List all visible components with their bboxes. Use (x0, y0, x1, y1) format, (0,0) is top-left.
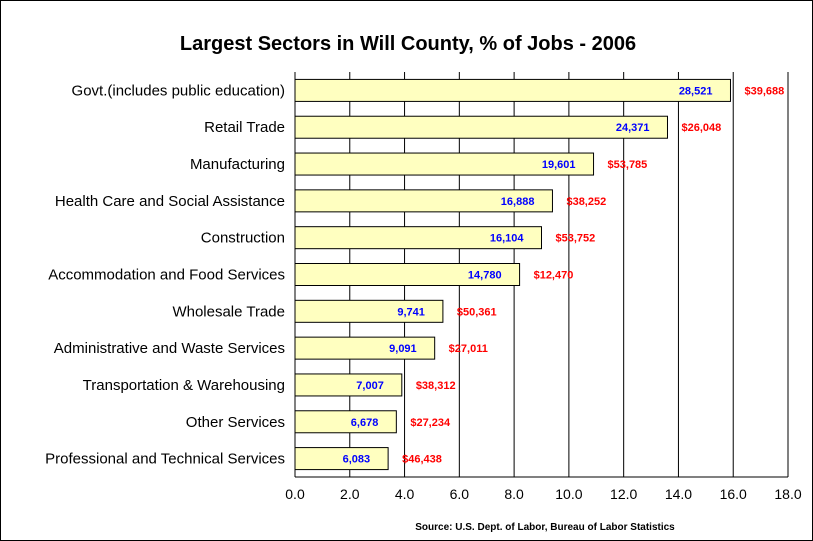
bar (294, 263, 521, 286)
x-tick-label: 0.0 (285, 486, 305, 502)
bar (294, 78, 731, 102)
wage-data-label: $50,361 (457, 306, 497, 318)
x-tick-label: 12.0 (610, 486, 637, 502)
category-label: Govt.(includes public education) (72, 82, 285, 99)
bar (294, 336, 436, 360)
category-label: Retail Trade (204, 119, 285, 136)
chart-source: Source: U.S. Dept. of Labor, Bureau of L… (415, 522, 675, 533)
jobs-data-label: 16,888 (501, 196, 535, 208)
category-label: Administrative and Waste Services (54, 340, 285, 357)
bar (294, 189, 553, 213)
x-tick-label: 2.0 (340, 486, 360, 502)
bar (294, 115, 668, 139)
wage-data-label: $38,252 (566, 196, 606, 208)
wage-data-label: $53,785 (608, 159, 648, 171)
chart-title: Largest Sectors in Will County, % of Job… (180, 33, 636, 55)
x-tick-label: 6.0 (450, 486, 470, 502)
wage-data-label: $12,470 (534, 270, 574, 282)
wage-data-label: $38,312 (416, 380, 456, 392)
x-tick-label: 10.0 (555, 486, 582, 502)
jobs-data-label: 24,371 (616, 122, 650, 134)
category-label: Professional and Technical Services (45, 451, 285, 468)
jobs-data-label: 7,007 (356, 380, 384, 392)
wage-data-label: $26,048 (681, 122, 721, 134)
category-label: Health Care and Social Assistance (55, 193, 285, 210)
x-tick-label: 14.0 (665, 486, 692, 502)
bar (294, 152, 595, 176)
bar (294, 299, 444, 323)
bar (294, 373, 403, 397)
bar (294, 226, 542, 250)
jobs-data-label: 6,083 (343, 454, 371, 466)
jobs-data-label: 9,091 (389, 343, 417, 355)
category-label: Other Services (186, 414, 285, 431)
wage-data-label: $39,688 (744, 85, 784, 97)
wage-data-label: $27,234 (410, 417, 451, 429)
jobs-data-label: 28,521 (679, 85, 713, 97)
x-tick-label: 16.0 (720, 486, 747, 502)
bar (294, 447, 389, 471)
x-tick-label: 4.0 (395, 486, 415, 502)
jobs-data-label: 6,678 (351, 417, 379, 429)
jobs-data-label: 19,601 (542, 159, 576, 171)
category-label: Transportation & Warehousing (83, 377, 285, 394)
wage-data-label: $27,011 (449, 343, 488, 355)
bar (294, 410, 397, 434)
wage-data-label: $46,438 (402, 454, 442, 466)
jobs-data-label: 9,741 (397, 306, 425, 318)
wage-data-label: $53,752 (556, 233, 596, 245)
category-label: Accommodation and Food Services (48, 267, 285, 284)
x-tick-label: 8.0 (504, 486, 524, 502)
x-tick-label: 18.0 (774, 486, 801, 502)
category-label: Wholesale Trade (172, 303, 285, 320)
category-label: Construction (201, 230, 285, 247)
jobs-data-label: 16,104 (490, 233, 525, 245)
jobs-data-label: 14,780 (468, 270, 502, 282)
category-label: Manufacturing (190, 156, 285, 173)
